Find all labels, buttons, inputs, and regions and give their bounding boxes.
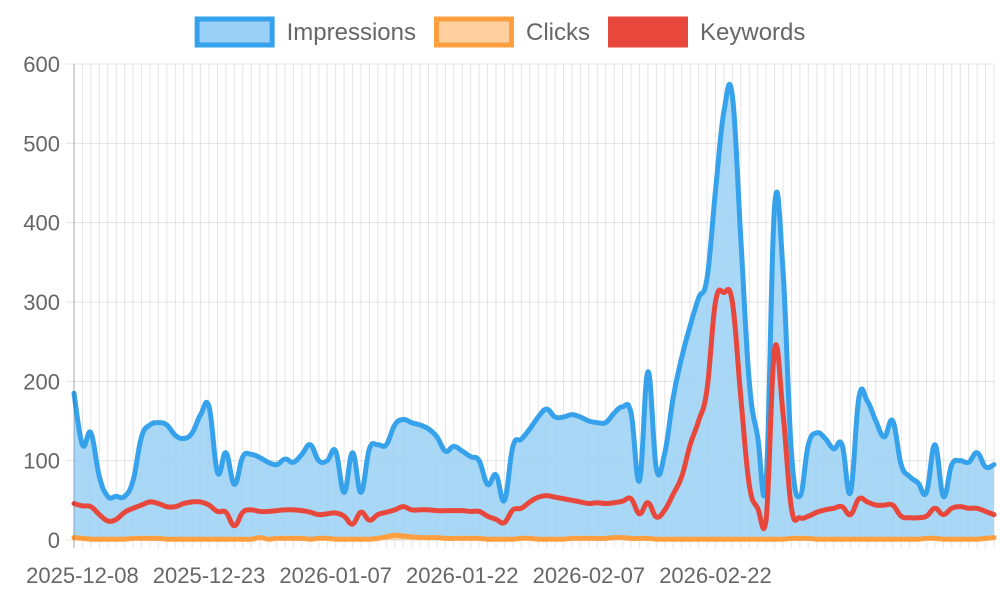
- series-areas: [74, 84, 994, 540]
- x-tick-label: 2026-02-07: [533, 563, 646, 588]
- legend[interactable]: Impressions Clicks Keywords: [194, 16, 806, 48]
- legend-label: Impressions: [287, 19, 416, 46]
- legend-item-keywords[interactable]: Keywords: [608, 16, 806, 48]
- series-line-clicks: [71, 532, 997, 542]
- legend-label: Keywords: [700, 19, 805, 46]
- y-tick-label: 600: [23, 52, 60, 77]
- y-tick-label: 400: [23, 211, 60, 236]
- series-lines: [71, 81, 997, 542]
- y-tick-label: 500: [23, 131, 60, 156]
- legend-item-clicks[interactable]: Clicks: [434, 16, 591, 48]
- x-tick-label: 2025-12-08: [26, 563, 139, 588]
- x-tick-label: 2026-01-07: [279, 563, 392, 588]
- legend-swatch: [608, 16, 688, 48]
- series-line-keywords: [71, 286, 997, 532]
- legend-swatch: [434, 16, 514, 48]
- series-area-impressions: [74, 84, 994, 540]
- axes: 0 100 200 300 400 500 600 2025-12-08 2025-12-23 2…: [23, 52, 771, 588]
- series-line-impressions: [71, 81, 997, 504]
- legend-item-impressions[interactable]: Impressions: [194, 16, 416, 48]
- legend-swatch: [194, 16, 275, 48]
- y-tick-label: 300: [23, 290, 60, 315]
- legend-label: Clicks: [526, 19, 590, 46]
- y-tick-label: 200: [23, 369, 60, 394]
- x-tick-label: 2026-01-22: [406, 563, 519, 588]
- x-tick-label: 2026-02-22: [659, 563, 772, 588]
- y-tick-label: 0: [48, 528, 60, 553]
- x-tick-label: 2025-12-23: [153, 563, 266, 588]
- y-tick-label: 100: [23, 449, 60, 474]
